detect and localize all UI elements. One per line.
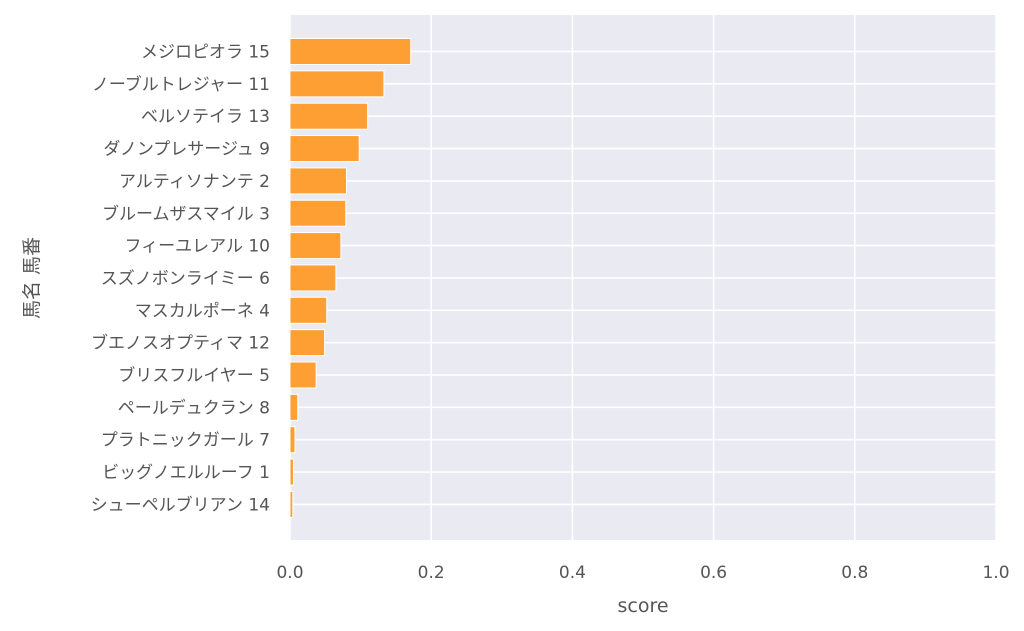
category-label: フィーユレアル 10 [124, 237, 270, 257]
x-axis-title: score [617, 595, 668, 617]
bar [289, 70, 385, 98]
bar [289, 199, 347, 227]
bar [289, 490, 294, 518]
bar [289, 232, 342, 260]
bar [289, 361, 317, 389]
bar [289, 264, 337, 292]
bars [289, 38, 412, 518]
category-label: プラトニックガール 7 [101, 431, 270, 451]
bar [289, 329, 326, 357]
category-label: シューペルブリアン 14 [91, 494, 270, 515]
category-label: ベルソテイラ 13 [141, 107, 270, 127]
category-label: ブエノスオプティマ 12 [91, 333, 270, 354]
category-label: ダノンプレサージュ 9 [103, 140, 270, 160]
category-label: ビッグノエルルーフ 1 [102, 463, 270, 483]
bar [289, 167, 347, 195]
x-tick-label: 0.8 [841, 563, 868, 583]
bar [289, 102, 369, 130]
bar [289, 296, 328, 324]
y-axis-title: 馬名 馬番 [21, 237, 43, 319]
category-label: ノーブルトレジャー 11 [92, 74, 270, 95]
bar [289, 393, 299, 421]
category-label: スズノボンライミー 6 [101, 269, 270, 289]
category-label: メジロピオラ 15 [141, 43, 270, 63]
bar [289, 38, 412, 65]
bar [289, 458, 295, 486]
category-labels: メジロピオラ 15 ノーブルトレジャー 11 ベルソテイラ 13 ダノンプレサージュ … [91, 43, 270, 516]
grid-lines [289, 15, 997, 540]
category-label: ペールデュクラン 8 [118, 397, 270, 418]
x-tick-label: 0.4 [559, 563, 586, 583]
x-tick-label: 0.2 [418, 563, 445, 583]
bar [289, 426, 296, 454]
x-tick-label: 1.0 [982, 563, 1009, 583]
category-label: ブリスフルイヤー 5 [118, 365, 270, 386]
x-tick-labels: 0.0 0.2 0.4 0.6 0.8 1.0 [276, 563, 1009, 583]
x-tick-label: 0.0 [276, 563, 303, 583]
category-label: マスカルポーネ 4 [135, 301, 270, 321]
category-label: ブルームザスマイル 3 [102, 203, 270, 224]
bar [289, 135, 360, 163]
category-label: アルティソナンテ 2 [119, 172, 270, 192]
x-tick-label: 0.6 [700, 563, 727, 583]
